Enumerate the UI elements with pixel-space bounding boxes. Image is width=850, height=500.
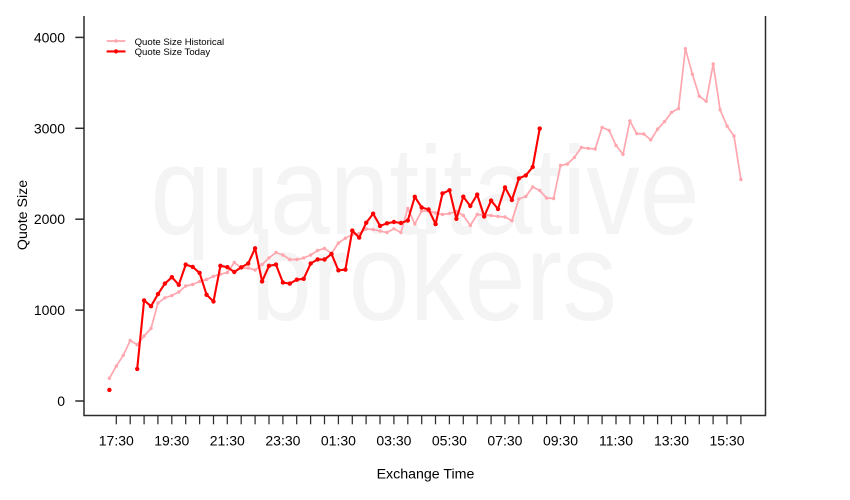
svg-text:19:30: 19:30	[154, 433, 189, 449]
svg-text:Exchange Time: Exchange Time	[377, 467, 475, 483]
svg-text:21:30: 21:30	[210, 433, 245, 449]
svg-text:Quote Size: Quote Size	[15, 180, 31, 250]
svg-text:3000: 3000	[34, 120, 65, 136]
svg-text:01:30: 01:30	[321, 433, 356, 449]
svg-text:09:30: 09:30	[543, 433, 578, 449]
svg-text:15:30: 15:30	[709, 433, 744, 449]
svg-text:13:30: 13:30	[654, 433, 689, 449]
svg-text:quantitative: quantitative	[151, 122, 700, 261]
svg-text:Quote Size Historical: Quote Size Historical	[135, 37, 225, 48]
svg-text:05:30: 05:30	[432, 433, 467, 449]
svg-text:brokers: brokers	[251, 208, 617, 347]
svg-text:0: 0	[57, 393, 65, 409]
svg-text:11:30: 11:30	[599, 433, 633, 449]
svg-text:2000: 2000	[34, 211, 65, 227]
svg-text:23:30: 23:30	[265, 433, 300, 449]
svg-text:17:30: 17:30	[99, 433, 134, 449]
svg-text:1000: 1000	[34, 302, 65, 318]
svg-text:03:30: 03:30	[376, 433, 411, 449]
svg-text:Quote Size Today: Quote Size Today	[135, 47, 211, 58]
svg-text:07:30: 07:30	[487, 433, 522, 449]
svg-text:4000: 4000	[34, 29, 65, 45]
